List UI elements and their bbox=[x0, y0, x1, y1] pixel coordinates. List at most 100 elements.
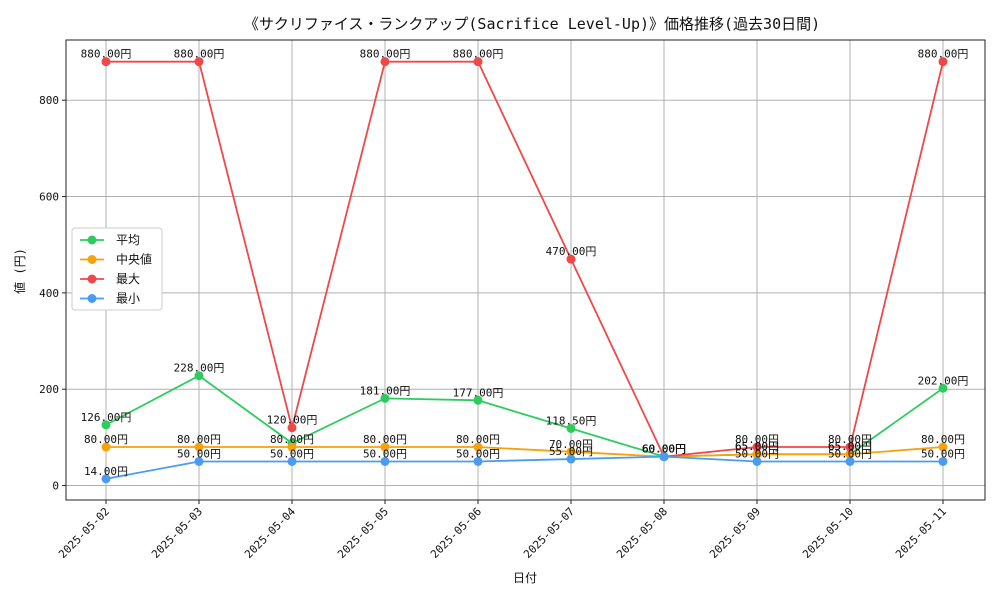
x-tick-label: 2025-05-09 bbox=[707, 505, 763, 561]
chart-title: 《サクリファイス・ランクアップ(Sacrifice Level-Up)》価格推移… bbox=[244, 15, 820, 33]
data-label: 50.00円 bbox=[270, 447, 314, 460]
data-point bbox=[380, 456, 390, 466]
plot-area-frame bbox=[65, 39, 986, 501]
x-tick-label: 2025-05-06 bbox=[428, 505, 484, 561]
data-label: 880.00円 bbox=[360, 48, 411, 61]
data-point bbox=[473, 442, 483, 452]
series-layer bbox=[101, 57, 948, 484]
x-tick-label: 2025-05-02 bbox=[56, 505, 112, 561]
data-label: 880.00円 bbox=[174, 48, 225, 61]
data-point bbox=[287, 442, 297, 452]
data-label: 228.00円 bbox=[174, 362, 225, 375]
legend-box bbox=[71, 227, 163, 311]
data-label: 60.00円 bbox=[642, 443, 686, 456]
data-label: 470.00円 bbox=[546, 245, 597, 258]
data-point bbox=[566, 447, 576, 457]
grid bbox=[66, 40, 985, 500]
y-tick-label: 200 bbox=[39, 383, 59, 396]
data-point bbox=[752, 449, 762, 459]
data-label: 50.00円 bbox=[177, 447, 221, 460]
data-point bbox=[101, 442, 111, 452]
data-label: 50.00円 bbox=[363, 447, 407, 460]
legend-marker bbox=[87, 294, 97, 303]
data-label: 50.00円 bbox=[921, 447, 965, 460]
data-point bbox=[845, 442, 855, 452]
y-tick-label: 0 bbox=[52, 480, 59, 493]
x-tick-label: 2025-05-11 bbox=[893, 505, 949, 561]
data-label: 80.00円 bbox=[84, 433, 128, 446]
series-2 bbox=[101, 57, 948, 462]
data-label: 80.00円 bbox=[921, 433, 965, 446]
legend-marker bbox=[87, 255, 97, 264]
data-label: 55.00円 bbox=[549, 445, 593, 458]
data-label: 50.00円 bbox=[456, 447, 500, 460]
x-axis-ticks: 2025-05-02 2025-05-03 2025-05-04 2025-05-05… bbox=[56, 500, 949, 561]
data-label: 177.00円 bbox=[453, 386, 504, 399]
data-label: 60.00円 bbox=[642, 443, 686, 456]
legend-label: 中央値 bbox=[116, 252, 152, 267]
legend-label: 最大 bbox=[116, 272, 140, 286]
data-label: 65.00円 bbox=[828, 440, 872, 453]
x-tick-label: 2025-05-07 bbox=[521, 505, 577, 561]
data-point bbox=[845, 456, 855, 466]
data-point bbox=[194, 57, 204, 67]
data-point bbox=[659, 452, 669, 462]
data-point bbox=[194, 442, 204, 452]
data-label: 65.00円 bbox=[735, 440, 779, 453]
series-line bbox=[106, 60, 944, 458]
y-tick-label: 800 bbox=[39, 94, 59, 107]
series-line bbox=[106, 446, 944, 458]
y-tick-label: 600 bbox=[39, 191, 59, 204]
data-point bbox=[473, 395, 483, 405]
data-point bbox=[752, 442, 762, 452]
data-point bbox=[752, 456, 762, 466]
x-tick-label: 2025-05-03 bbox=[149, 505, 205, 561]
data-label: 80.00円 bbox=[177, 433, 221, 446]
x-axis-label: 日付 bbox=[513, 571, 537, 585]
series-line bbox=[105, 374, 944, 458]
x-tick-label: 2025-05-05 bbox=[335, 505, 391, 561]
y-axis-label: 値 (円) bbox=[12, 248, 27, 294]
legend-marker bbox=[87, 235, 97, 245]
data-point bbox=[845, 449, 855, 459]
data-point bbox=[287, 456, 297, 466]
data-label: 181.00円 bbox=[360, 384, 411, 397]
data-point bbox=[380, 57, 390, 67]
data-label: 50.00円 bbox=[828, 447, 872, 460]
data-point bbox=[566, 254, 576, 264]
data-label: 126.00円 bbox=[81, 411, 132, 424]
data-label: 80.00円 bbox=[828, 433, 872, 446]
y-tick-label: 400 bbox=[39, 287, 59, 300]
data-point bbox=[473, 57, 483, 67]
data-label: 60.00円 bbox=[642, 443, 686, 456]
data-label: 118.50円 bbox=[546, 414, 597, 427]
data-point bbox=[194, 371, 204, 381]
data-label: 80.00円 bbox=[270, 433, 314, 446]
data-point bbox=[938, 57, 948, 67]
data-label: 880.00円 bbox=[918, 48, 969, 61]
data-label: 120.00円 bbox=[267, 414, 318, 427]
data-label: 14.00円 bbox=[84, 465, 128, 478]
data-point bbox=[101, 474, 111, 484]
data-label: 202.00円 bbox=[918, 374, 969, 387]
series-1 bbox=[101, 442, 948, 462]
legend-marker bbox=[87, 274, 97, 284]
data-point bbox=[380, 393, 390, 403]
data-label: 65.00円 bbox=[735, 440, 779, 453]
data-point bbox=[473, 456, 483, 466]
data-point bbox=[566, 423, 576, 433]
data-point bbox=[380, 442, 390, 452]
data-point bbox=[194, 456, 204, 466]
data-label: 60.00円 bbox=[642, 443, 686, 456]
data-label: 65.00円 bbox=[828, 440, 872, 453]
series-line bbox=[105, 455, 943, 480]
data-point bbox=[938, 383, 948, 393]
data-point bbox=[938, 442, 948, 452]
legend-label: 最小 bbox=[116, 292, 140, 306]
legend-label: 平均 bbox=[116, 233, 140, 247]
data-point bbox=[101, 420, 111, 430]
data-label: 50.00円 bbox=[735, 447, 779, 460]
data-label: 80.00円 bbox=[456, 433, 500, 446]
data-point bbox=[287, 423, 297, 433]
